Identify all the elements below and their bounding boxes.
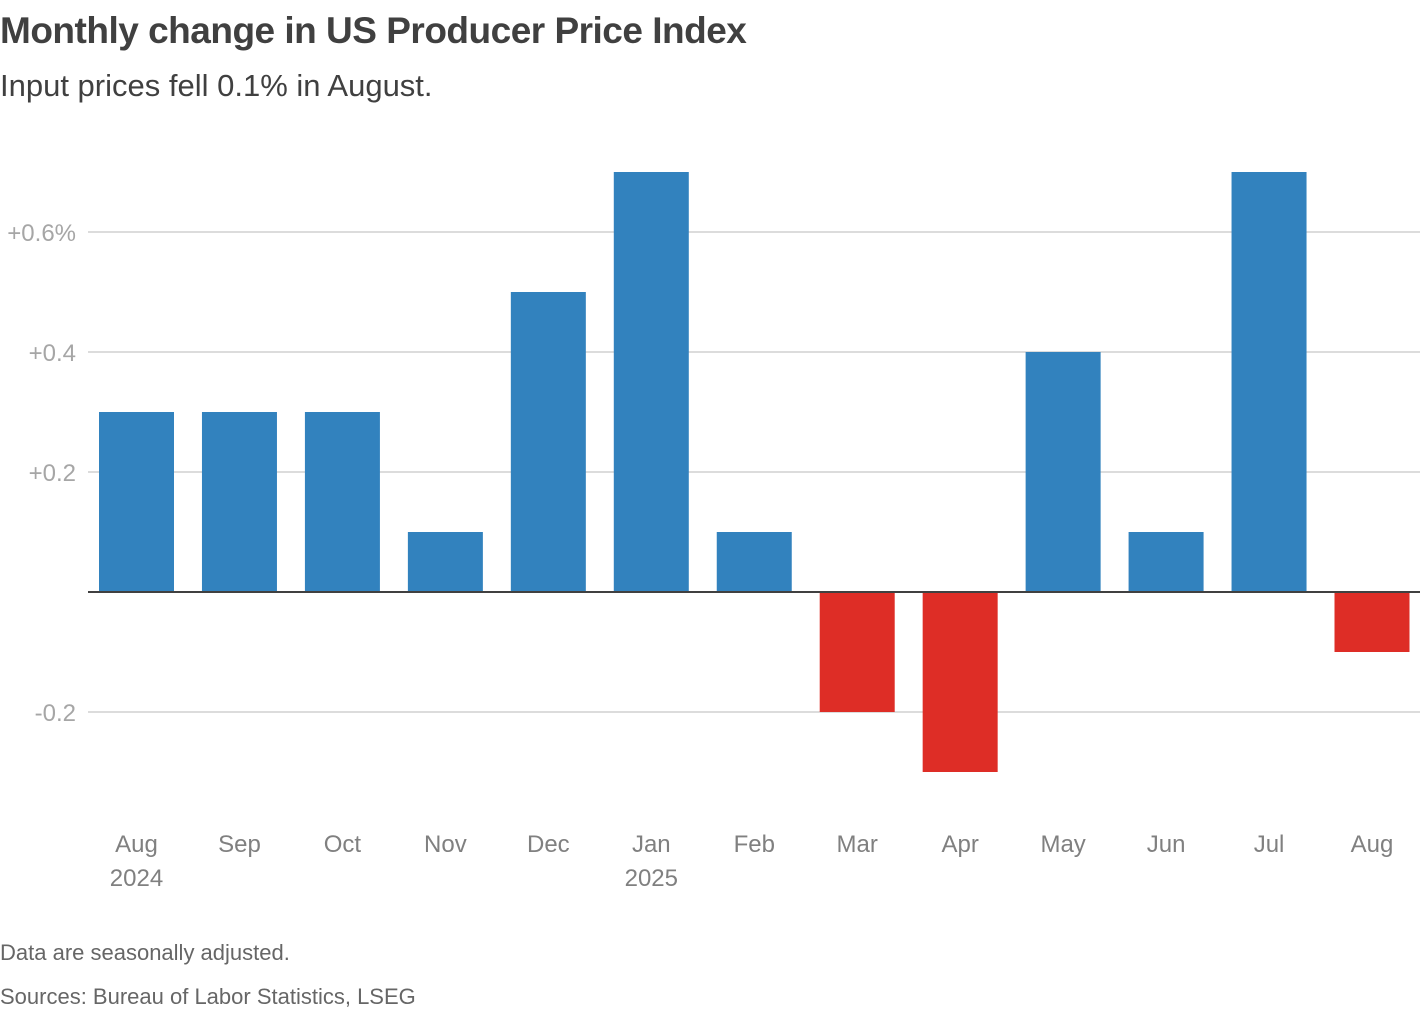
bar: [407, 532, 483, 592]
bar: [1025, 352, 1101, 592]
x-axis-ticks: Aug 2024 Sep Oct Nov Dec Jan 2025 Feb Mar Apr May Ju…: [110, 831, 1394, 892]
y-tick-label: -0.2: [35, 700, 76, 727]
bar: [613, 172, 689, 592]
chart-subtitle: Input prices fell 0.1% in August.: [0, 68, 433, 103]
bar: [819, 592, 895, 712]
sources-note: Sources: Bureau of Labor Statistics, LSE…: [0, 984, 416, 1009]
bar: [1334, 592, 1410, 652]
bar: [1128, 532, 1204, 592]
y-tick-label: +0.2: [29, 460, 76, 487]
x-tick-label: Aug: [1351, 831, 1394, 858]
bar: [99, 412, 174, 592]
y-tick-label: +0.4: [29, 340, 76, 367]
bar: [716, 532, 792, 592]
gridlines: [88, 231, 1420, 713]
bar: [1231, 172, 1307, 592]
x-tick-label: May: [1040, 831, 1085, 858]
x-tick-label: Mar: [837, 831, 878, 858]
x-tick-label: Sep: [218, 831, 261, 858]
bar: [201, 412, 277, 592]
x-tick-label: Oct: [324, 831, 362, 858]
x-tick-year-label: 2024: [110, 865, 163, 892]
bar: [510, 292, 586, 592]
x-tick-label: Dec: [527, 831, 570, 858]
y-axis-ticks: +0.6% +0.4 +0.2 -0.2: [7, 220, 76, 727]
x-tick-label: Nov: [424, 831, 467, 858]
bar: [304, 412, 380, 592]
bar: [922, 592, 998, 772]
x-tick-label: Apr: [941, 831, 978, 858]
bars: [99, 172, 1410, 772]
y-tick-label: +0.6%: [7, 220, 76, 247]
footnote: Data are seasonally adjusted.: [0, 940, 290, 965]
x-tick-label: Aug: [115, 831, 158, 858]
x-tick-label: Jan: [632, 831, 671, 858]
chart-title: Monthly change in US Producer Price Inde…: [0, 10, 747, 51]
x-tick-label: Jul: [1254, 831, 1285, 858]
x-tick-year-label: 2025: [625, 865, 678, 892]
bar-chart: +0.6% +0.4 +0.2 -0.2 Aug 2024 Sep Oct Nov Dec Jan…: [7, 172, 1420, 892]
x-tick-label: Jun: [1147, 831, 1186, 858]
x-tick-label: Feb: [734, 831, 775, 858]
